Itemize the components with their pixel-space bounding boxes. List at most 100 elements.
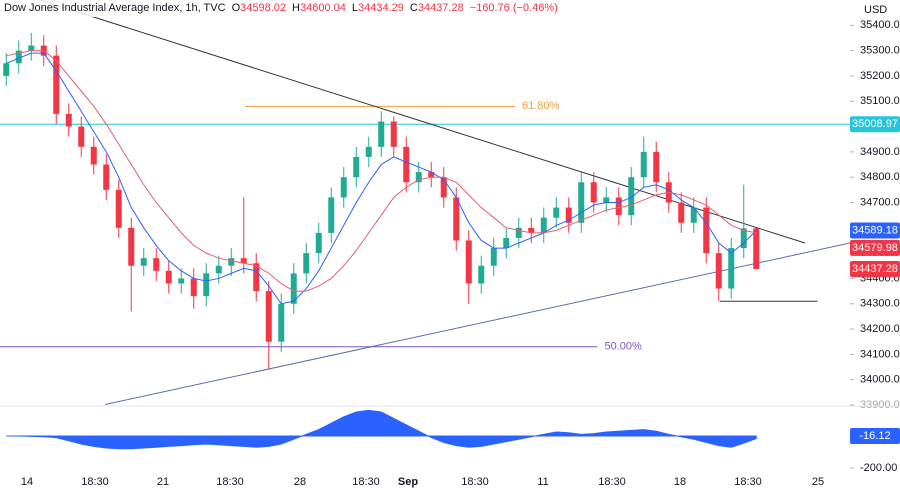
candle-body <box>90 146 97 165</box>
ma-label: 34579.98 <box>852 242 898 254</box>
oscillator-pane <box>6 409 757 450</box>
y-tick-label: 34300.00 <box>860 298 900 310</box>
candle-body <box>128 227 135 266</box>
candle-body <box>390 121 397 147</box>
level-label: 35008.97 <box>852 118 898 130</box>
header-value: 34600.04 <box>300 2 346 14</box>
oscillator-area <box>6 409 757 450</box>
candle-body <box>240 258 247 264</box>
level-label-box <box>850 116 900 133</box>
candle-body <box>353 156 360 178</box>
candle-body <box>190 278 197 297</box>
candle-body <box>753 228 760 270</box>
candle-body <box>703 207 710 254</box>
candle-body <box>453 197 460 241</box>
header-title: Dow Jones Industrial Average Index, 1h, … <box>4 2 226 14</box>
y-tick-label: 34100.00 <box>860 348 900 360</box>
x-tick-label: 21 <box>157 476 169 488</box>
x-tick-label: 18:30 <box>216 476 244 488</box>
x-tick-label: 18:30 <box>598 476 626 488</box>
candle-body <box>653 151 660 183</box>
candle-body <box>590 182 597 203</box>
candle-body <box>503 237 510 249</box>
header-bg <box>0 0 850 17</box>
candle-body <box>578 182 585 223</box>
candle-body <box>690 207 697 223</box>
ma-label: 34589.18 <box>852 224 898 236</box>
candle-body <box>365 146 372 157</box>
candle-body <box>603 197 610 203</box>
candle-body <box>403 146 410 183</box>
x-tick-label: 18:30 <box>734 476 762 488</box>
candle-body <box>278 303 285 342</box>
candle-body <box>515 227 522 238</box>
y-tick-label: 35300.00 <box>860 45 900 57</box>
candle-body <box>340 177 347 198</box>
candle-body <box>465 240 472 284</box>
candle-body <box>303 253 310 274</box>
y-tick-label: 33900.00 <box>860 399 900 411</box>
last-price-label: 34437.28 <box>852 263 898 275</box>
candle-body <box>203 273 210 297</box>
x-tick-label: 18:30 <box>81 476 109 488</box>
candle-body <box>553 207 560 218</box>
osc-y-tick-label: -200.00 <box>860 462 897 474</box>
candle-body <box>178 278 185 284</box>
moving-average <box>6 50 757 292</box>
candle-body <box>428 172 435 178</box>
y-tick-label: 34000.00 <box>860 374 900 386</box>
x-tick-label: 18:30 <box>352 476 380 488</box>
ma-label-box <box>850 222 900 239</box>
y-tick-label: 34200.00 <box>860 323 900 335</box>
x-tick-label: 28 <box>294 476 306 488</box>
candle-body <box>15 50 22 64</box>
candle-body <box>378 121 385 147</box>
candle-body <box>715 253 722 289</box>
candle-body <box>253 263 260 292</box>
candle-body <box>615 197 622 216</box>
main-pane: 61.80% 50.00% <box>0 0 850 405</box>
candle-body <box>115 189 122 228</box>
candle-body <box>28 45 35 51</box>
fib-label: 50.00% <box>605 341 643 353</box>
header-value: 34598.02 <box>240 2 286 14</box>
header-letter: H <box>292 2 300 14</box>
candle-body <box>3 63 10 76</box>
header-value: 34437.28 <box>418 2 464 14</box>
y-tick-label: 35100.00 <box>860 95 900 107</box>
header-letter: L <box>352 2 358 14</box>
header: Dow Jones Industrial Average Index, 1h, … <box>4 2 558 14</box>
x-tick-label: 11 <box>537 476 548 488</box>
axes: 14 18:30 21 18:30 28 18:30 Sep 18:30 11 18:30 18 18… <box>0 19 900 488</box>
y-tick-label: 34900.00 <box>860 146 900 158</box>
trendline <box>104 242 850 405</box>
candle-body <box>728 248 735 289</box>
candle-body <box>640 151 647 178</box>
candle-body <box>153 258 160 271</box>
candle-body <box>678 202 685 223</box>
moving-average <box>6 52 757 305</box>
x-tick-label: 25 <box>812 476 824 488</box>
candle-body <box>415 172 422 183</box>
candle-body <box>628 177 635 216</box>
x-tick-label: Sep <box>398 476 418 488</box>
candle-body <box>328 197 335 233</box>
candle-body <box>440 177 447 198</box>
candle-body <box>490 248 497 266</box>
osc-value-label-box <box>850 428 900 444</box>
candle-body <box>528 227 535 233</box>
trendline <box>39 0 806 244</box>
candle-body <box>215 265 222 274</box>
currency: USD <box>864 4 887 16</box>
candle-body <box>103 164 110 190</box>
y-tick-label: 35400.00 <box>860 19 900 31</box>
header-letter: C <box>410 2 418 14</box>
candle-body <box>290 273 297 304</box>
x-tick-label: 18 <box>674 476 686 488</box>
header-change: −160.76 (−0.46%) <box>470 2 558 14</box>
ma-label-box <box>850 239 900 256</box>
candle-body <box>78 126 85 147</box>
osc-value-label: -16.12 <box>859 430 890 442</box>
candle-body <box>65 113 72 127</box>
candle-body <box>478 265 485 284</box>
